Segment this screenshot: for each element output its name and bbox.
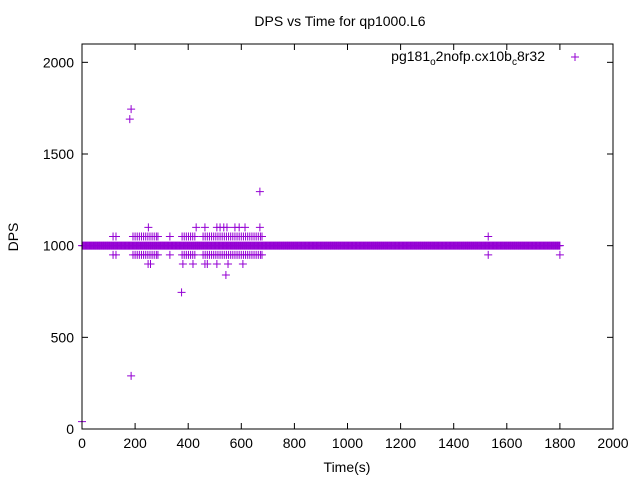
data-point bbox=[255, 187, 264, 196]
data-point bbox=[258, 250, 267, 259]
x-tick-label: 0 bbox=[78, 435, 86, 451]
plot-frame bbox=[81, 43, 614, 430]
data-point bbox=[238, 260, 247, 268]
y-tick-label: 1000 bbox=[43, 238, 74, 254]
data-point bbox=[192, 223, 201, 232]
data-point bbox=[178, 260, 187, 268]
data-point bbox=[153, 250, 162, 259]
data-point bbox=[212, 260, 221, 268]
legend-label: pg181o2nofp.cx10bc8r32 bbox=[391, 48, 545, 68]
x-tick-label: 1600 bbox=[491, 435, 522, 451]
data-point bbox=[153, 232, 162, 241]
legend-marker bbox=[571, 53, 579, 61]
x-tick-label: 600 bbox=[230, 435, 254, 451]
x-tick-label: 1800 bbox=[544, 435, 575, 451]
data-point bbox=[177, 288, 186, 297]
y-tick-label: 2000 bbox=[43, 54, 74, 70]
data-point bbox=[200, 223, 209, 232]
data-point bbox=[258, 232, 267, 241]
x-tick-label: 1000 bbox=[332, 435, 363, 451]
x-tick-label: 400 bbox=[177, 435, 201, 451]
data-point bbox=[555, 241, 564, 250]
x-tick-label: 2000 bbox=[597, 435, 628, 451]
legend-plus-icon bbox=[571, 53, 579, 61]
x-tick-label: 200 bbox=[123, 435, 147, 451]
data-point bbox=[255, 223, 264, 232]
x-tick-label: 1200 bbox=[385, 435, 416, 451]
data-point bbox=[188, 260, 197, 268]
data-point bbox=[165, 232, 174, 241]
y-tick-label: 0 bbox=[66, 421, 74, 437]
data-point bbox=[165, 250, 174, 259]
axis-ticks: 0 200 400 600 800 1000 1200 1400 1600 1800 2000 0 50… bbox=[43, 44, 629, 451]
data-point bbox=[190, 250, 199, 259]
data-point bbox=[190, 232, 199, 241]
data-point bbox=[111, 250, 120, 259]
x-tick-label: 1400 bbox=[438, 435, 469, 451]
data-point bbox=[484, 250, 493, 259]
legend: pg181o2nofp.cx10bc8r32 bbox=[391, 48, 579, 68]
data-point bbox=[555, 250, 564, 259]
data-point bbox=[144, 223, 153, 232]
chart-title: DPS vs Time for qp1000.L6 bbox=[254, 13, 425, 29]
data-point bbox=[111, 232, 120, 241]
x-axis-label: Time(s) bbox=[324, 459, 371, 475]
data-point bbox=[222, 223, 231, 232]
data-point bbox=[127, 105, 136, 114]
data-point bbox=[221, 271, 230, 279]
data-point bbox=[224, 260, 233, 268]
data-point bbox=[484, 232, 493, 241]
data-points bbox=[78, 105, 564, 426]
data-point bbox=[125, 115, 134, 124]
data-point bbox=[146, 260, 155, 268]
data-point bbox=[127, 371, 136, 380]
y-tick-label: 1500 bbox=[43, 146, 74, 162]
x-tick-label: 800 bbox=[283, 435, 307, 451]
y-axis-label: DPS bbox=[5, 223, 21, 252]
y-tick-label: 500 bbox=[51, 329, 75, 345]
data-point bbox=[241, 223, 250, 232]
data-point bbox=[203, 260, 212, 268]
